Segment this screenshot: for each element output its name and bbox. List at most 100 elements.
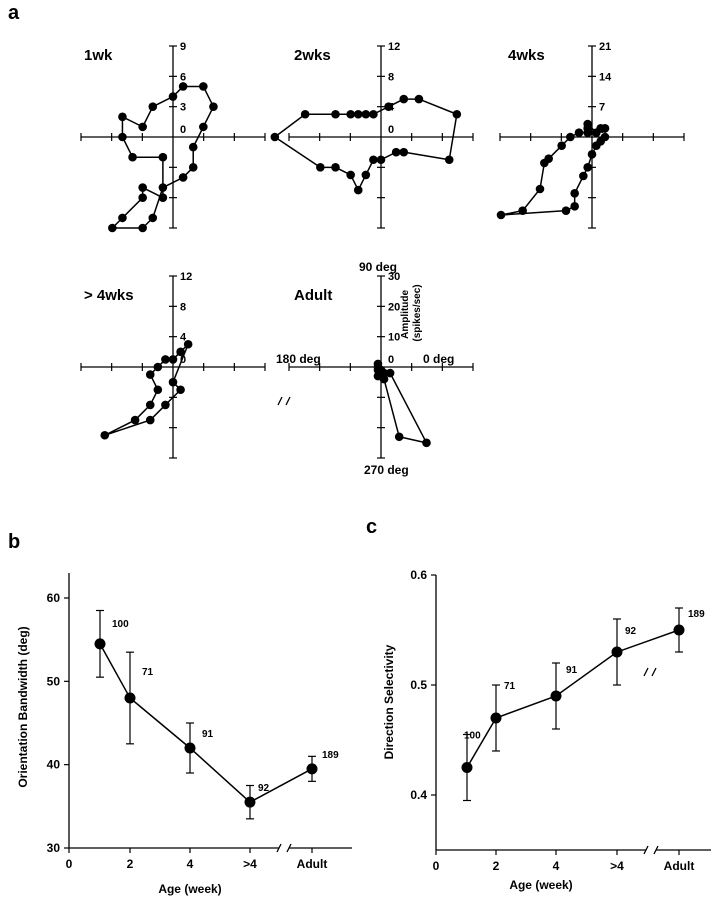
data-point (108, 223, 117, 233)
polar-plot-over-4wks: > 4wks 4 8 12 0 (80, 271, 266, 459)
data-point (570, 202, 579, 211)
data-point (316, 163, 325, 172)
angle-label-270: 270 deg (364, 463, 409, 477)
panel-label-a: a (8, 2, 20, 24)
x-tick-label: >4 (243, 857, 257, 871)
radial-axis-label-line1: Amplitude (400, 290, 411, 339)
polar-title: > 4wks (84, 287, 134, 304)
data-point (369, 109, 378, 119)
data-point (128, 152, 137, 162)
data-point (145, 400, 155, 410)
data-point (168, 377, 178, 387)
data-point (673, 624, 685, 636)
data-point (300, 109, 310, 119)
y-tick-label: 40 (47, 758, 61, 772)
data-label: 100 (464, 731, 481, 742)
data-label: 189 (688, 609, 705, 620)
zero-label: 0 (388, 124, 394, 136)
angle-label-180: 180 deg (276, 352, 321, 366)
y-tick-label: 30 (47, 841, 61, 855)
data-point (369, 155, 378, 165)
data-point (583, 163, 592, 172)
zero-label: 0 (180, 124, 186, 136)
data-point (518, 206, 527, 215)
data-point (384, 102, 393, 111)
data-point (138, 122, 147, 132)
data-point (130, 415, 140, 425)
data-point (379, 368, 389, 378)
data-point (353, 185, 363, 195)
data-point (199, 82, 208, 91)
radial-tick-label: 12 (388, 41, 400, 53)
data-point (138, 183, 147, 192)
data-point (118, 132, 127, 142)
data-point (100, 430, 110, 440)
data-point (490, 712, 502, 724)
x-axis-break (643, 845, 659, 855)
radial-tick-label: 3 (180, 102, 186, 114)
data-point (158, 183, 168, 192)
data-label: 92 (258, 783, 270, 794)
data-point (118, 112, 127, 122)
data-point (592, 141, 601, 150)
data-point (399, 94, 409, 104)
data-label: 189 (322, 750, 339, 761)
y-axis-label: Direction Selectivity (382, 644, 396, 759)
radial-tick-label: 7 (599, 102, 605, 114)
data-point (461, 762, 473, 773)
angle-label-90: 90 deg (359, 260, 397, 274)
data-point (587, 150, 597, 159)
data-point (153, 362, 163, 372)
radial-tick-label: 8 (180, 301, 186, 313)
data-point (270, 132, 280, 142)
data-point (399, 147, 409, 157)
polar-title: 1wk (84, 47, 113, 64)
x-tick-label: 4 (553, 859, 560, 873)
polar-plot-adult: Adult 90 deg 180 deg 0 deg 270 deg Ampli… (276, 260, 474, 477)
radial-tick-label: 20 (388, 301, 400, 313)
data-point (444, 155, 454, 165)
y-tick-label: 0.4 (410, 788, 427, 802)
data-point (391, 147, 401, 157)
zero-label: 0 (180, 354, 186, 366)
radial-axis-label: Amplitude (spikes/sec) (400, 284, 423, 341)
data-point (346, 170, 355, 180)
polar-plot-1wk: 1wk 3 6 9 0 (80, 41, 266, 233)
line-chart-direction-selectivity: Age (week) Direction Selectivity 0.4 0.5 0… (382, 568, 711, 892)
radial-tick-label: 9 (180, 41, 186, 53)
data-point (138, 193, 147, 202)
data-point (583, 119, 592, 129)
data-label: 92 (625, 626, 637, 637)
data-point (176, 347, 185, 357)
y-tick-label: 50 (47, 674, 61, 688)
data-point (188, 142, 198, 152)
data-point (331, 109, 340, 119)
x-tick-label: 0 (433, 859, 440, 873)
radial-tick-label: 8 (388, 71, 394, 83)
polar-title: 4wks (508, 47, 545, 64)
x-tick-label: 2 (493, 859, 500, 873)
data-point (394, 432, 404, 442)
radial-tick-label: 12 (180, 271, 192, 283)
zero-label: 0 (388, 354, 394, 366)
data-point (161, 400, 170, 410)
x-tick-label: 4 (187, 857, 194, 871)
series-line (99, 643, 313, 804)
data-point (148, 102, 158, 111)
x-axis-break (276, 843, 292, 853)
x-tick-label: 0 (66, 857, 73, 871)
radial-tick-label: 21 (599, 41, 611, 53)
polar-plot-4wks: 4wks 714210 (496, 41, 685, 229)
angle-label-0: 0 deg (423, 352, 454, 366)
polar-title: 2wks (294, 47, 331, 64)
data-point (570, 189, 579, 198)
data-point (183, 339, 193, 349)
data-point (178, 173, 188, 182)
line-chart-orientation-bandwidth: Age (week) Orientation Bandwidth (deg) 3… (16, 396, 352, 896)
data-point (414, 94, 424, 104)
data-point (209, 102, 218, 111)
data-point (376, 155, 386, 165)
data-label: 71 (142, 667, 154, 678)
data-point (118, 213, 127, 223)
